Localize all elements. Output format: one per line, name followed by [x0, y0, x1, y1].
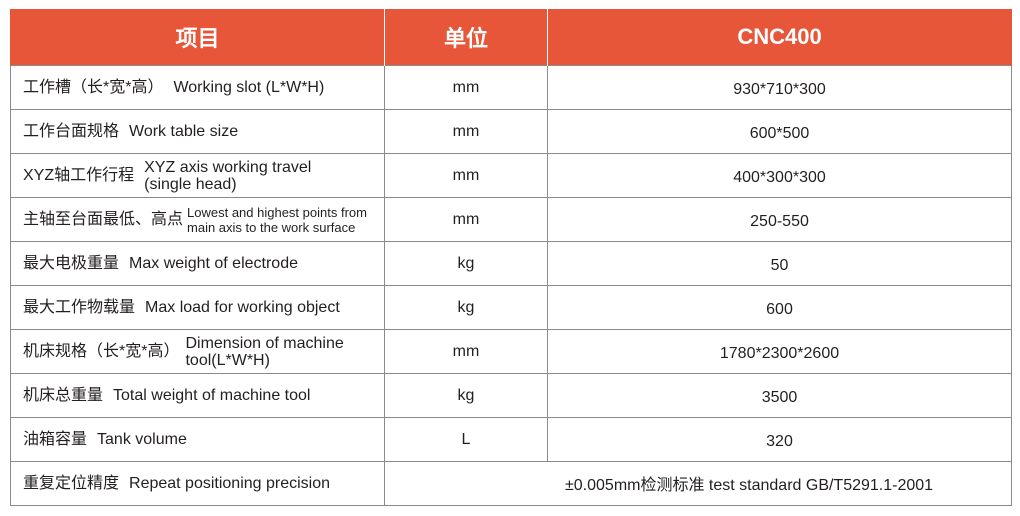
- table-row: 工作台面规格 Work table size mm 600*500: [10, 109, 1012, 154]
- row-label: 工作槽（长*宽*高） Working slot (L*W*H): [10, 65, 385, 110]
- row-label: 工作台面规格 Work table size: [10, 109, 385, 154]
- row-label: 最大工作物载量 Max load for working object: [10, 285, 385, 330]
- label-en: Max weight of electrode: [129, 255, 298, 272]
- row-unit: mm: [384, 153, 548, 198]
- label-cn: 最大工作物载量: [23, 299, 136, 316]
- row-label: 油箱容量 Tank volume: [10, 417, 385, 462]
- row-value: ±0.005mm检测标准 test standard GB/T5291.1-20…: [384, 461, 1012, 506]
- row-value: 600: [547, 285, 1012, 330]
- row-unit: kg: [384, 241, 548, 286]
- header-unit: 单位: [384, 9, 548, 66]
- row-value: 250-550: [547, 197, 1012, 242]
- row-value: 1780*2300*2600: [547, 329, 1012, 374]
- row-unit: L: [384, 417, 548, 462]
- table-row: XYZ轴工作行程 XYZ axis working travel (single …: [10, 153, 1012, 198]
- label-cn: 主轴至台面最低、高点: [23, 211, 184, 228]
- label-cn: 最大电极重量: [23, 255, 120, 272]
- header-item: 项目: [10, 9, 385, 66]
- row-unit: mm: [384, 197, 548, 242]
- label-cn: 油箱容量: [23, 431, 88, 448]
- label-en: Total weight of machine tool: [113, 387, 311, 404]
- row-value: 930*710*300: [547, 65, 1012, 110]
- label-cn: 工作槽（长*宽*高）: [23, 79, 164, 96]
- label-en: Max load for working object: [145, 299, 340, 316]
- row-value: 600*500: [547, 109, 1012, 154]
- row-unit: mm: [384, 109, 548, 154]
- spec-table: 项目 单位 CNC400 工作槽（长*宽*高） Working slot (L*W…: [10, 9, 1012, 506]
- label-en: Repeat positioning precision: [129, 475, 331, 492]
- row-unit: kg: [384, 373, 548, 418]
- label-cn: 机床总重量: [23, 387, 104, 404]
- label-en: Dimension of machine tool(L*W*H): [185, 334, 344, 369]
- row-label: 机床规格（长*宽*高） Dimension of machine tool(L*W…: [10, 329, 385, 374]
- label-en: Tank volume: [97, 431, 187, 448]
- table-row: 机床总重量 Total weight of machine tool kg 350…: [10, 373, 1012, 418]
- row-value: 3500: [547, 373, 1012, 418]
- row-unit: mm: [384, 329, 548, 374]
- row-label: 主轴至台面最低、高点 Lowest and highest points from…: [10, 197, 385, 242]
- row-label: 机床总重量 Total weight of machine tool: [10, 373, 385, 418]
- table-row: 油箱容量 Tank volume L 320: [10, 417, 1012, 462]
- row-value: 320: [547, 417, 1012, 462]
- row-unit: kg: [384, 285, 548, 330]
- table-row: 工作槽（长*宽*高） Working slot (L*W*H) mm 930*71…: [10, 65, 1012, 110]
- row-value: 50: [547, 241, 1012, 286]
- row-label: 重复定位精度 Repeat positioning precision: [10, 461, 385, 506]
- table-row: 重复定位精度 Repeat positioning precision ±0.00…: [10, 461, 1012, 506]
- table-row: 最大电极重量 Max weight of electrode kg 50: [10, 241, 1012, 286]
- header-model: CNC400: [547, 9, 1012, 66]
- label-en: Working slot (L*W*H): [173, 79, 325, 96]
- row-label: 最大电极重量 Max weight of electrode: [10, 241, 385, 286]
- table-row: 机床规格（长*宽*高） Dimension of machine tool(L*W…: [10, 329, 1012, 374]
- row-value: 400*300*300: [547, 153, 1012, 198]
- label-en: Lowest and highest points from main axis…: [187, 204, 367, 235]
- row-label: XYZ轴工作行程 XYZ axis working travel (single …: [10, 153, 385, 198]
- label-cn: 重复定位精度: [23, 475, 120, 492]
- spec-table-container: 项目 单位 CNC400 工作槽（长*宽*高） Working slot (L*W…: [10, 9, 1012, 506]
- label-cn: 工作台面规格: [23, 123, 120, 140]
- label-en: XYZ axis working travel (single head): [144, 158, 312, 193]
- table-row: 主轴至台面最低、高点 Lowest and highest points from…: [10, 197, 1012, 242]
- label-cn: XYZ轴工作行程: [23, 167, 135, 184]
- label-en: Work table size: [129, 123, 239, 140]
- row-unit: mm: [384, 65, 548, 110]
- header-row: 项目 单位 CNC400: [10, 9, 1012, 66]
- table-row: 最大工作物载量 Max load for working object kg 60…: [10, 285, 1012, 330]
- label-cn: 机床规格（长*宽*高）: [23, 343, 180, 360]
